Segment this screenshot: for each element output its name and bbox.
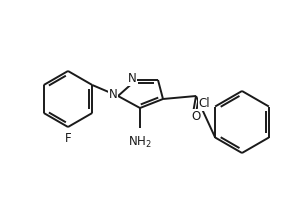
Text: F: F: [65, 132, 71, 145]
Text: NH$_2$: NH$_2$: [128, 135, 152, 150]
Text: N: N: [109, 88, 117, 101]
Text: O: O: [191, 110, 201, 122]
Text: N: N: [128, 72, 137, 85]
Text: Cl: Cl: [198, 97, 210, 110]
